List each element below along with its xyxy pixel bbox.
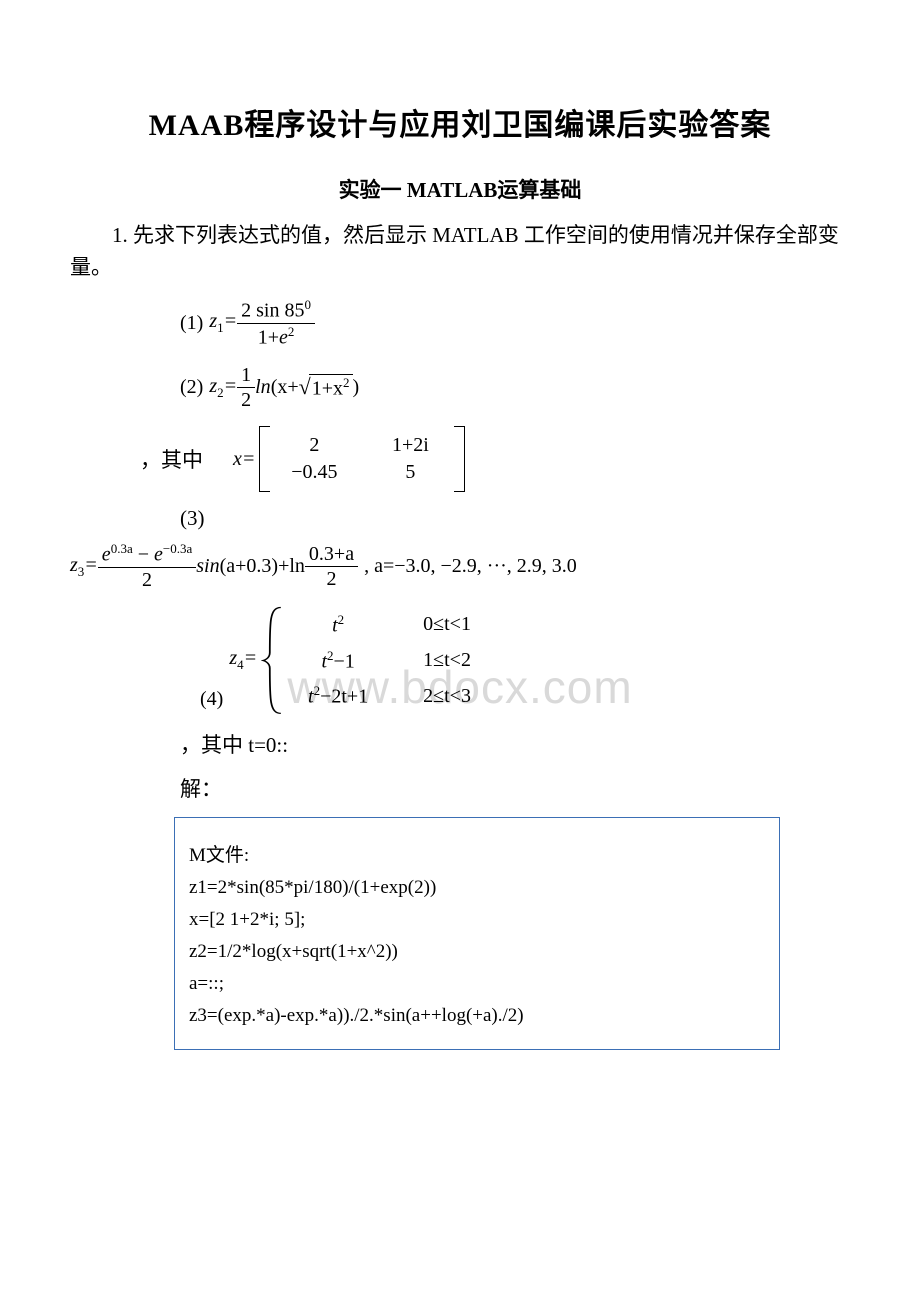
- page-title: MAAB程序设计与应用刘卫国编课后实验答案: [70, 100, 850, 144]
- matrix-cell: 5: [380, 461, 440, 484]
- matrix-cell: 1+2i: [380, 434, 440, 457]
- formula-2: (2) z2= 1 2 ln (x+ √ 1+x2 ): [180, 363, 850, 412]
- formula-3-fraction: e0.3a − e−0.3a 2: [98, 541, 196, 592]
- code-line: z3=(exp.*a)-exp.*a))./2.*sin(a++log(+a).…: [189, 1005, 765, 1027]
- formula-4-lhs: z4=: [229, 647, 257, 673]
- subtitle: 实验一 MATLAB运算基础: [70, 174, 850, 204]
- formula-3-lnfrac: 0.3+a 2: [305, 542, 358, 591]
- formula-2-lhs: z2=: [209, 375, 237, 401]
- formula-2-half: 1 2: [237, 363, 255, 412]
- piecewise: t2 0≤t<1 t2−1 1≤t<2 t2−2t+1 2≤t<3: [261, 606, 533, 715]
- formula-3-label: (3): [180, 506, 850, 531]
- matrix-cell: −0.45: [284, 461, 344, 484]
- piecewise-row: t2−2t+1 2≤t<3: [283, 683, 533, 709]
- formula-3-tail: , a=−3.0, −2.9, ···, 2.9, 3.0: [364, 555, 577, 578]
- where-t: ，其中 t=0::: [180, 729, 850, 759]
- piecewise-row: t2−1 1≤t<2: [283, 648, 533, 674]
- matrix-cell: 2: [284, 434, 344, 457]
- formula-2-arg-close: ): [353, 376, 360, 399]
- solution-label: 解：: [180, 773, 850, 803]
- formula-2-label: (2): [180, 376, 203, 399]
- matrix-body: 2 1+2i −0.45 5: [259, 426, 465, 492]
- formula-1-lhs: z1=: [209, 310, 237, 336]
- matrix-var: x=: [233, 448, 255, 471]
- code-line: M文件:: [189, 840, 765, 867]
- formula-4-label: (4): [200, 688, 223, 711]
- brace-icon: [261, 606, 283, 715]
- code-line: z1=2*sin(85*pi/180)/(1+exp(2)): [189, 877, 765, 899]
- code-line: x=[2 1+2*i; 5];: [189, 909, 765, 931]
- formula-3: z3= e0.3a − e−0.3a 2 sin (a+0.3)+ ln 0.3…: [70, 541, 850, 592]
- piecewise-row: t2 0≤t<1: [283, 612, 533, 638]
- formula-2-ln: ln: [255, 376, 271, 399]
- matrix-definition: ，其中 x= 2 1+2i −0.45 5: [140, 426, 850, 492]
- formula-2-arg-open: (x+: [271, 376, 299, 399]
- formula-3-sinarg: (a+0.3)+: [220, 555, 290, 578]
- formula-1-fraction: 2 sin 850 1+e2: [237, 297, 315, 349]
- formula-3-sin: sin: [196, 555, 219, 578]
- formula-2-sqrt: √ 1+x2: [299, 374, 353, 401]
- formula-1-label: (1): [180, 312, 203, 335]
- formula-4: (4) z4= t2 0≤t<1 t2−1 1≤t<2 t2−2t+1: [200, 606, 850, 715]
- formula-1: (1) z1= 2 sin 850 1+e2: [180, 297, 850, 349]
- code-box: M文件: z1=2*sin(85*pi/180)/(1+exp(2)) x=[2…: [174, 817, 780, 1050]
- code-line: z2=1/2*log(x+sqrt(1+x^2)): [189, 941, 765, 963]
- code-line: a=::;: [189, 973, 765, 995]
- intro-paragraph: 1. 先求下列表达式的值，然后显示 MATLAB 工作空间的使用情况并保存全部变…: [70, 220, 850, 283]
- formula-3-ln: ln: [289, 555, 305, 578]
- formula-3-lhs: z3=: [70, 554, 98, 580]
- matrix-prefix: ，其中: [140, 444, 203, 474]
